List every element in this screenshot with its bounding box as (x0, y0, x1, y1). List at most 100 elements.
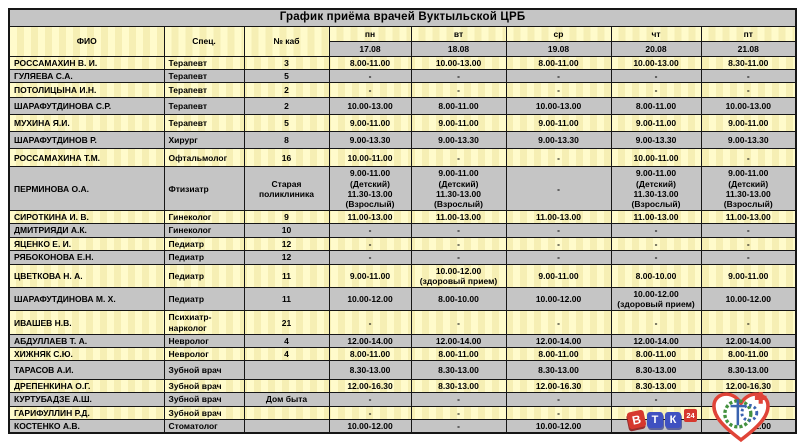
doctor-name-cell: КУРТУБАДЗЕ А.Ш. (8, 392, 165, 407)
doctor-name-cell: ХИЖНЯК С.Ю. (8, 346, 165, 362)
schedule-cell: - (610, 82, 702, 99)
schedule-cell: 9.00-11.00 (410, 114, 507, 133)
footer-logos: В Т К 24 (626, 392, 790, 443)
table-row: ПОТОЛИЦЫНА И.Н. Терапевт 2- - - - - (8, 82, 797, 99)
schedule-cell: 8.00-10.00 (610, 263, 702, 289)
date-thu: 20.08 (610, 41, 702, 57)
schedule-cell: 11.00-13.00 (610, 210, 702, 225)
doctor-name-cell: КОСТЕНКО А.В. (8, 418, 165, 434)
table-row: ПЕРМИНОВА О.А. Фтизиатр Старая поликлиника… (8, 166, 797, 212)
room-cell (243, 379, 330, 394)
table-row: ЯЦЕНКО Е. И. Педиатр 12- - - - - (8, 236, 797, 251)
room-cell: 11 (243, 263, 330, 289)
room-cell: 4 (243, 346, 330, 362)
table-row: ШАРАФУТДИНОВА С.Р. Терапевт 2 10.00-13.00 8.… (8, 97, 797, 116)
specialty-cell: Терапевт (163, 69, 245, 84)
schedule-cell: - (410, 405, 507, 420)
schedule-cell: - (410, 69, 507, 84)
column-header-thu: чт (610, 26, 702, 42)
schedule-cell: 10.00-13.00 (328, 97, 412, 116)
schedule-cell: - (410, 236, 507, 251)
specialty-cell: Невролог (163, 346, 245, 362)
doctor-name-cell: СИРОТКИНА И. В. (8, 210, 165, 225)
schedule-cell: 9.00-11.00 (505, 114, 612, 133)
schedule-table-body: РОССАМАХИН В. И. Терапевт 3 8.00-11.00 10.00… (8, 55, 797, 434)
room-cell (243, 405, 330, 420)
specialty-cell: Зубной врач (163, 392, 245, 407)
specialty-cell: Педиатр (163, 287, 245, 312)
schedule-cell: - (410, 223, 507, 238)
column-header-wed: ср (505, 26, 612, 42)
room-cell: Старая поликлиника (243, 166, 330, 212)
column-header-tue: вт (410, 26, 507, 42)
room-cell: 5 (243, 69, 330, 84)
schedule-cell: - (700, 82, 797, 99)
schedule-cell: - (410, 418, 507, 434)
schedule-cell: 10.00-13.00 (410, 55, 507, 71)
room-cell: 16 (243, 148, 330, 168)
column-header-mon: пн (328, 26, 412, 42)
schedule-cell: 8.00-11.00 (610, 346, 702, 362)
specialty-cell: Терапевт (163, 114, 245, 133)
schedule-cell: 8.00-11.00 (505, 55, 612, 71)
vtk-letter-t: Т (647, 411, 663, 428)
schedule-cell: 9.00-13.30 (410, 131, 507, 150)
table-row: ЦВЕТКОВА Н. А. Педиатр 11 9.00-11.00 10.00-1… (8, 263, 797, 289)
schedule-cell: - (505, 223, 612, 238)
specialty-cell: Зубной врач (163, 360, 245, 381)
column-header-kab: № каб (243, 26, 330, 57)
schedule-cell: 10.00-12.00 (328, 287, 412, 312)
schedule-cell: - (505, 82, 612, 99)
schedule-cell: 12.00-14.00 (410, 333, 507, 349)
room-cell: 12 (243, 249, 330, 265)
schedule-cell: 11.00-13.00 (410, 210, 507, 225)
schedule-cell: 9.00-11.00 (Детский) 11.30-13.00 (Взросл… (610, 166, 702, 212)
table-row: ГУЛЯЕВА С.А. Терапевт 5- - - - - (8, 69, 797, 84)
schedule-cell: 9.00-11.00 (610, 114, 702, 133)
schedule-cell: 12.00-16.30 (505, 379, 612, 394)
doctor-name-cell: РОССАМАХИНА Т.М. (8, 148, 165, 168)
room-cell: 2 (243, 97, 330, 116)
schedule-cell: 9.00-11.00 (Детский) 11.30-13.00 (Взросл… (410, 166, 507, 212)
table-row: СИРОТКИНА И. В. Гинеколог 9 11.00-13.00 11.0… (8, 210, 797, 225)
schedule-cell: - (505, 392, 612, 407)
specialty-cell: Зубной врач (163, 405, 245, 420)
schedule-cell: 10.00-12.00 (здоровый прием) (610, 287, 702, 312)
schedule-cell: - (505, 236, 612, 251)
doctor-name-cell: АБДУЛЛАЕВ Т. А. (8, 333, 165, 349)
table-row: ГАРИФУЛЛИН Р.Д.Зубной врач----- (8, 405, 797, 420)
room-cell: 12 (243, 236, 330, 251)
doctor-name-cell: ШАРАФУТДИНОВА М. Х. (8, 287, 165, 312)
schedule-cell: - (328, 69, 412, 84)
schedule-cell: - (610, 69, 702, 84)
schedule-cell: - (700, 148, 797, 168)
schedule-cell: - (505, 405, 612, 420)
specialty-cell: Педиатр (163, 249, 245, 265)
schedule-cell: 10.00-12.00 (328, 418, 412, 434)
schedule-cell: - (700, 223, 797, 238)
schedule-cell: 8.00-11.00 (328, 346, 412, 362)
vtk-letter-k: К (665, 411, 681, 428)
room-cell: 21 (243, 310, 330, 335)
table-row: ДРЕПЕНКИНА О.Г. Зубной врач 12.00-16.30 8.3… (8, 379, 797, 394)
schedule-cell: 10.00-12.00 (здоровый прием) (410, 263, 507, 289)
schedule-cell: - (328, 392, 412, 407)
page-title: График приёма врачей Вуктыльской ЦРБ (8, 8, 797, 27)
doctor-name-cell: ЦВЕТКОВА Н. А. (8, 263, 165, 289)
schedule-cell: 11.00-13.00 (328, 210, 412, 225)
schedule-cell: - (328, 223, 412, 238)
room-cell: 9 (243, 210, 330, 225)
schedule-cell: - (410, 82, 507, 99)
doctor-name-cell: РОССАМАХИН В. И. (8, 55, 165, 71)
schedule-cell: 11.00-13.00 (505, 210, 612, 225)
column-header-fio: ФИО (8, 26, 165, 57)
laurel-wreath (723, 399, 753, 429)
schedule-cell: 8.00-11.00 (328, 55, 412, 71)
schedule-cell: - (610, 310, 702, 335)
schedule-cell: 9.00-11.00 (Детский) 11.30-13.00 (Взросл… (700, 166, 797, 212)
doctor-name-cell: ПОТОЛИЦЫНА И.Н. (8, 82, 165, 99)
schedule-cell: 9.00-11.00 (Детский) 11.30-13.00 (Взросл… (328, 166, 412, 212)
specialty-cell: Невролог (163, 333, 245, 349)
schedule-cell: 10.00-12.00 (505, 287, 612, 312)
date-mon: 17.08 (328, 41, 412, 57)
